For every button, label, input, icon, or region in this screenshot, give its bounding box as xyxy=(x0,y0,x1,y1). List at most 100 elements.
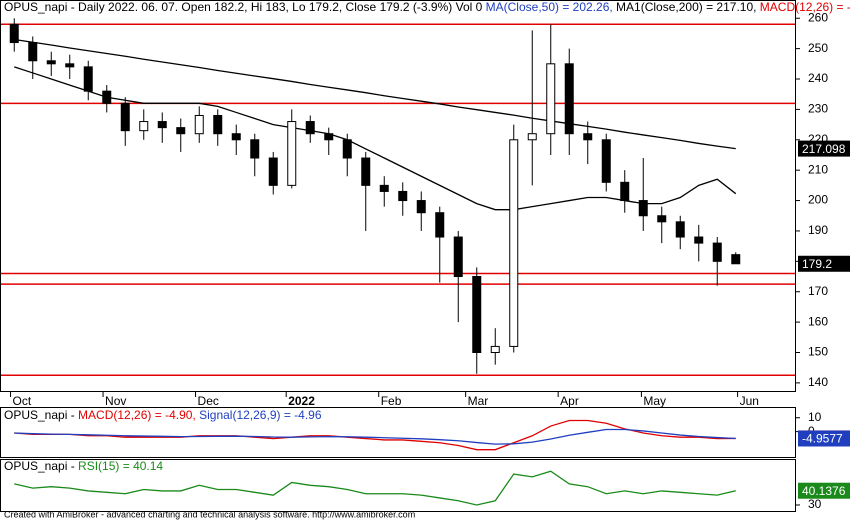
price-label: 179.2 xyxy=(798,255,850,272)
candle-body xyxy=(28,42,38,62)
candle-body xyxy=(435,212,445,238)
title-part: RSI(15) = 40.14 xyxy=(78,459,163,473)
candle-body xyxy=(213,114,223,135)
x-tick-label: Oct xyxy=(13,394,32,408)
candle xyxy=(28,36,38,80)
title-part: Signal(12,26,9) = -4.96 xyxy=(196,408,322,422)
y-tick-label: 240 xyxy=(808,71,828,85)
candle xyxy=(287,109,297,189)
candle xyxy=(527,30,537,186)
y-tick-label: 250 xyxy=(808,41,828,55)
last-value-label: -4.9577 xyxy=(798,430,850,447)
last-value-label-text: 40.1376 xyxy=(802,484,846,498)
y-tick-label: 30 xyxy=(808,497,822,511)
candle xyxy=(268,151,278,195)
candle xyxy=(564,48,574,155)
candle xyxy=(157,112,167,143)
candle-body xyxy=(46,60,56,65)
candle xyxy=(675,215,685,250)
candle-body xyxy=(231,133,241,141)
candle xyxy=(102,85,112,113)
x-tick-label: Apr xyxy=(560,394,579,408)
y-tick-label: 230 xyxy=(808,102,828,116)
rsi-panel xyxy=(0,459,796,512)
candle-body xyxy=(583,133,593,141)
candle-body xyxy=(601,139,611,183)
last-value-label-text: -4.9577 xyxy=(802,432,843,446)
candle xyxy=(657,206,667,244)
x-tick-label: Feb xyxy=(381,394,402,408)
candle xyxy=(9,18,19,52)
candle-body xyxy=(657,215,667,223)
candle-body xyxy=(194,114,204,135)
price-label-box xyxy=(798,255,850,272)
candle-body xyxy=(287,121,297,186)
y-tick-label: 170 xyxy=(808,284,828,298)
candle xyxy=(435,206,445,283)
candle-body xyxy=(620,181,630,202)
candle xyxy=(620,170,630,213)
title-part: MA(Close,50) = 202.26, xyxy=(486,0,613,14)
candle-body xyxy=(342,139,352,159)
price-panel xyxy=(0,0,796,392)
title-part: MACD(12,26) = - xyxy=(756,0,850,14)
candle xyxy=(213,109,223,146)
candle-body xyxy=(472,276,482,353)
candle xyxy=(694,224,704,262)
candle-body xyxy=(398,190,408,202)
candle-body xyxy=(712,242,722,262)
candle-body xyxy=(157,121,167,129)
candle xyxy=(416,191,426,231)
candle-body xyxy=(546,63,556,135)
candle xyxy=(601,133,611,192)
panel-title: OPUS_napi - MACD(12,26) = -4.90, Signal(… xyxy=(4,408,322,422)
x-tick-label: Dec xyxy=(198,394,219,408)
candle xyxy=(194,106,204,143)
y-tick-label: 190 xyxy=(808,223,828,237)
y-tick-label: 200 xyxy=(808,193,828,207)
y-tick-label: 10 xyxy=(808,410,822,424)
candle xyxy=(65,54,75,80)
panel-title: OPUS_napi - RSI(15) = 40.14 xyxy=(4,459,163,473)
x-tick-label: Nov xyxy=(105,394,126,408)
candle xyxy=(305,115,315,143)
candle-body xyxy=(268,157,278,186)
candle xyxy=(546,24,556,155)
candle-body xyxy=(675,221,685,238)
y-tick-label: 150 xyxy=(808,345,828,359)
candle-body xyxy=(102,90,112,104)
panel-title: OPUS_napi - Daily 2022. 06. 07. Open 182… xyxy=(4,0,850,14)
indicator-line xyxy=(14,419,736,451)
candle xyxy=(712,237,722,286)
candle-body xyxy=(416,200,426,214)
candle xyxy=(120,97,130,146)
candle-body xyxy=(120,102,130,132)
candle-body xyxy=(638,200,648,217)
candle xyxy=(176,118,186,152)
candle-body xyxy=(509,139,519,347)
candle xyxy=(398,182,408,216)
last-value-label-box xyxy=(798,430,850,447)
title-part: MA1(Close,200) = 217.10, xyxy=(613,0,757,14)
candle-body xyxy=(324,133,334,141)
candle xyxy=(472,267,482,374)
candle-body xyxy=(250,139,260,159)
candle xyxy=(509,124,519,353)
candle xyxy=(342,133,352,177)
x-tick-label: May xyxy=(643,394,666,408)
candle xyxy=(231,124,241,155)
y-tick-label: 210 xyxy=(808,162,828,176)
last-value-label: 40.1376 xyxy=(798,482,850,499)
y-tick-label: 140 xyxy=(808,375,828,389)
candle-body xyxy=(527,133,537,141)
candle xyxy=(83,60,93,101)
moving-average xyxy=(14,38,736,150)
candle-body xyxy=(9,23,19,44)
title-part: MACD(12,26) = -4.90, xyxy=(78,408,196,422)
price-label-box xyxy=(798,140,850,157)
candle-body xyxy=(564,63,574,135)
candle xyxy=(324,127,334,155)
x-tick-label: 2022 xyxy=(288,394,315,408)
candle xyxy=(379,176,389,207)
